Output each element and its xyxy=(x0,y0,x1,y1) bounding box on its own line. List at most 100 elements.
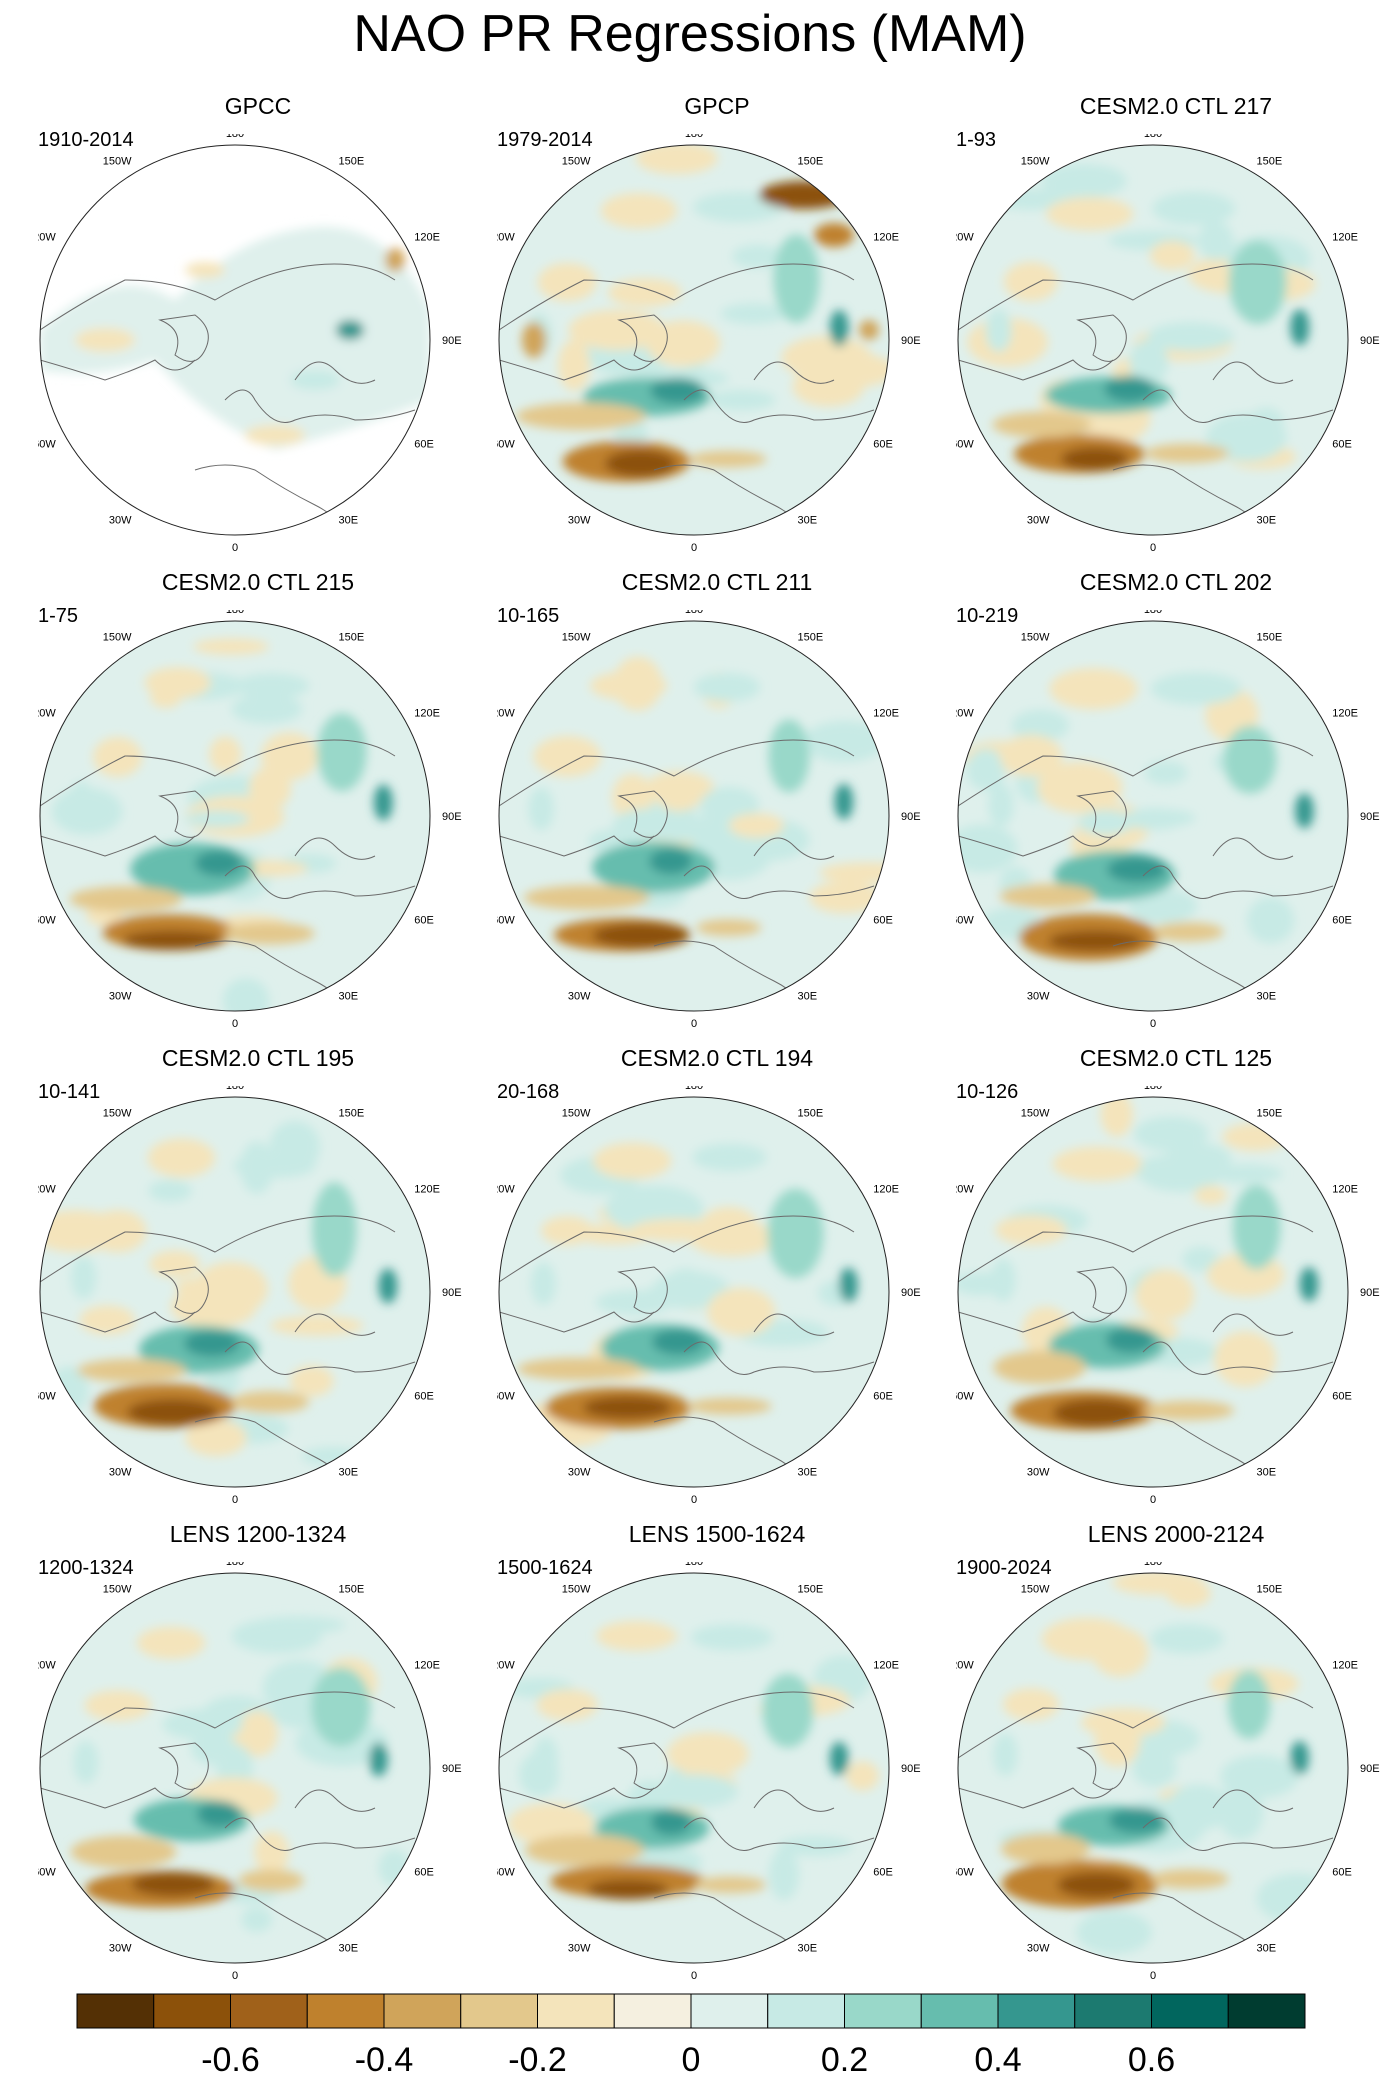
longitude-label: 150W xyxy=(1021,156,1050,168)
colorbar-swatch xyxy=(997,1993,1076,2029)
anomaly-region xyxy=(650,377,705,404)
anomaly-region xyxy=(162,1709,243,1740)
anomaly-region xyxy=(378,1268,398,1304)
longitude-label: 90E xyxy=(1360,335,1380,347)
colorbar-swatch xyxy=(844,1993,922,2029)
map-panel: GPCC 1910-2014 180 150E 120E 90E 60E 30E 0 30W 60W… xyxy=(38,93,478,554)
colorbar-swatch xyxy=(537,1993,615,2029)
anomaly-region xyxy=(592,923,690,948)
longitude-label: 150E xyxy=(798,1584,824,1596)
anomaly-region xyxy=(184,810,250,828)
anomaly-region xyxy=(690,1624,773,1651)
panel-period: 1979-2014 xyxy=(497,129,593,151)
longitude-label: 30W xyxy=(1027,514,1050,526)
panel-title: CESM2.0 CTL 125 xyxy=(1079,1045,1273,1071)
polar-map: 180150E120E90E60E30E030W60W90W120W150W xyxy=(497,610,921,1030)
colorbar-tick-label: -0.2 xyxy=(508,2041,567,2075)
longitude-label: 150W xyxy=(562,156,591,168)
anomaly-region xyxy=(650,1809,692,1836)
longitude-label: 180 xyxy=(226,1562,244,1568)
anomaly-region xyxy=(1232,1184,1281,1270)
anomaly-region xyxy=(1046,197,1134,231)
anomaly-region xyxy=(1246,897,1295,944)
anomaly-region xyxy=(223,922,315,945)
longitude-label: 30E xyxy=(1257,514,1277,526)
panel-period: 10-219 xyxy=(956,605,1019,627)
panel-title: CESM2.0 CTL 211 xyxy=(621,569,813,595)
anomaly-region xyxy=(373,784,393,821)
anomaly-region xyxy=(720,303,787,325)
longitude-label: 60W xyxy=(956,1391,974,1403)
longitude-label: 90E xyxy=(901,1763,921,1775)
panel-period: 1-93 xyxy=(956,129,997,151)
colorbar-swatch xyxy=(306,1993,385,2029)
panel-title: GPCP xyxy=(684,93,750,119)
longitude-label: 30W xyxy=(568,514,591,526)
longitude-label: 60W xyxy=(38,439,56,451)
longitude-label: 0 xyxy=(1150,1018,1156,1030)
anomaly-region xyxy=(1217,1784,1264,1840)
anomaly-region xyxy=(1078,809,1134,836)
anomaly-region xyxy=(1011,709,1070,742)
anomaly-region xyxy=(583,1396,672,1419)
panel-title: CESM2.0 CTL 195 xyxy=(161,1045,355,1071)
longitude-label: 60W xyxy=(956,439,974,451)
coastline xyxy=(683,1817,875,1851)
anomaly-region xyxy=(233,1153,316,1178)
colorbar-swatch xyxy=(920,1993,999,2029)
polar-map: 180150E120E90E60E30E030W60W90W120W150W xyxy=(38,1086,462,1506)
colorbar-swatch xyxy=(460,1993,538,2029)
anomaly-region xyxy=(707,389,776,411)
anomaly-region xyxy=(149,1250,201,1278)
anomaly-region xyxy=(694,1876,767,1894)
anomaly-region xyxy=(541,1216,594,1246)
coastline xyxy=(158,1266,209,1314)
anomaly-region xyxy=(1041,163,1127,199)
longitude-label: 150E xyxy=(339,632,365,644)
anomaly-region xyxy=(70,1835,177,1869)
map-panel: CESM2.0 CTL 125 10-126 180 150E 120E 90E 60E 30… xyxy=(956,1045,1380,1506)
anomaly-region xyxy=(234,673,310,699)
coastlines xyxy=(40,1691,416,1959)
longitude-label: 30E xyxy=(798,514,818,526)
longitude-label: 30E xyxy=(339,1942,359,1954)
anomaly-region xyxy=(630,1218,727,1242)
longitude-label: 180 xyxy=(685,610,703,616)
anomaly-region xyxy=(829,1741,849,1776)
longitude-label: 60E xyxy=(1332,915,1352,927)
anomaly-region xyxy=(707,1287,776,1336)
longitude-label: 60W xyxy=(497,1391,515,1403)
map-border xyxy=(39,1096,431,1488)
longitude-label: 90E xyxy=(1360,811,1380,823)
coastline xyxy=(958,739,1314,807)
longitude-label: 120E xyxy=(1332,232,1358,244)
anomaly-region xyxy=(635,145,718,175)
longitude-label: 0 xyxy=(232,1970,238,1982)
anomaly-region xyxy=(1104,375,1155,402)
colorbar-swatch xyxy=(230,1993,308,2029)
anomaly-region xyxy=(1049,668,1138,710)
polar-map: 180150E120E90E60E30E030W60W90W120W150W xyxy=(956,610,1380,1030)
coastline xyxy=(958,359,1114,381)
map-panel: CESM2.0 CTL 194 20-168 180 150E 120E 90E 60E 30… xyxy=(497,1045,937,1506)
anomaly-region xyxy=(1129,339,1169,386)
anomaly-region xyxy=(254,1831,290,1874)
longitude-label: 120E xyxy=(414,1184,440,1196)
map-panel: LENS 2000-2124 1900-2024 180 150E 120E 90E 60E… xyxy=(956,1521,1380,1982)
anomaly-region xyxy=(79,1305,135,1335)
anomaly-region xyxy=(1041,1617,1133,1661)
anomaly-region xyxy=(819,862,889,884)
anomaly-region xyxy=(84,1690,151,1721)
anomaly-region xyxy=(1227,1670,1271,1739)
anomaly-region xyxy=(1290,1741,1309,1775)
longitude-label: 90E xyxy=(901,1287,921,1299)
coastline xyxy=(753,837,835,860)
coastline xyxy=(224,1817,416,1851)
anomaly-region xyxy=(1106,1326,1154,1353)
anomaly-region xyxy=(222,978,270,1011)
longitude-label: 120E xyxy=(873,1184,899,1196)
longitude-label: 120E xyxy=(414,232,440,244)
anomaly-region xyxy=(1135,1269,1195,1321)
anomaly-region xyxy=(1000,1833,1090,1865)
panel-title: LENS 1500-1624 xyxy=(628,1521,806,1547)
